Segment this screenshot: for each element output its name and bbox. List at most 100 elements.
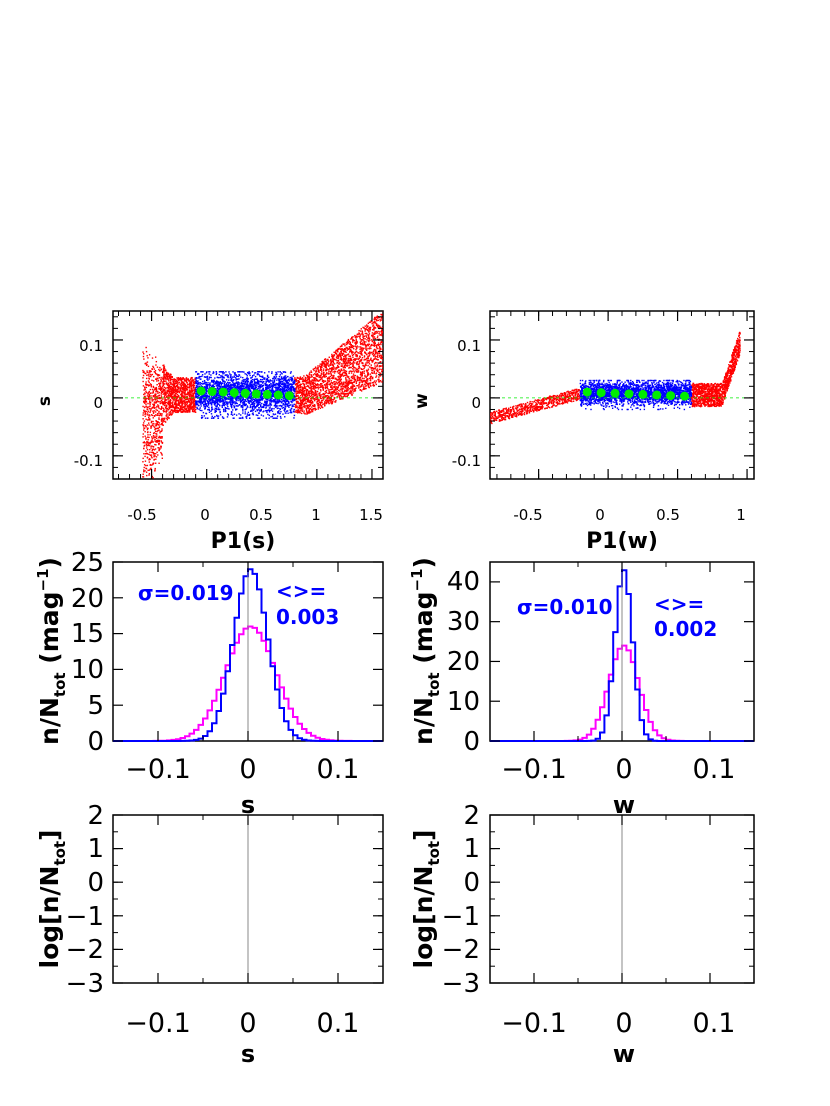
outlier-point [148, 381, 150, 384]
core-point [201, 402, 204, 404]
outlier-point [357, 385, 359, 387]
outlier-point [342, 366, 344, 369]
outlier-point [347, 389, 349, 392]
core-point [238, 383, 240, 385]
outlier-point [300, 389, 303, 392]
outlier-point [152, 410, 154, 412]
outlier-point [294, 383, 297, 385]
outlier-point [367, 374, 370, 376]
outlier-point [347, 348, 350, 350]
outlier-point [379, 365, 381, 367]
outlier-point [155, 378, 158, 381]
outlier-point [349, 358, 352, 361]
outlier-point [318, 399, 321, 401]
outlier-point [142, 377, 144, 379]
outlier-point [308, 396, 310, 399]
outlier-point [348, 357, 350, 360]
core-point [283, 388, 285, 391]
outlier-point [320, 363, 323, 366]
panel-frame [112, 310, 384, 480]
outlier-point [164, 406, 167, 409]
outlier-point [143, 402, 146, 404]
outlier-point [162, 401, 164, 403]
outlier-point [364, 352, 367, 355]
outlier-point [334, 351, 337, 353]
outlier-point [353, 381, 355, 383]
outlier-point [300, 406, 302, 408]
outlier-point [336, 362, 338, 364]
outlier-point [295, 406, 297, 409]
outlier-point [167, 415, 169, 417]
outlier-point [330, 382, 332, 384]
outlier-point [307, 381, 309, 384]
outlier-point [313, 383, 315, 385]
outlier-point [149, 402, 151, 404]
outlier-point [192, 401, 194, 404]
outlier-point [326, 373, 328, 375]
outlier-point [333, 363, 336, 365]
outlier-point [188, 384, 191, 386]
outlier-point [365, 380, 367, 382]
core-point [212, 372, 214, 375]
outlier-point [350, 388, 352, 390]
outlier-point [143, 370, 145, 373]
outlier-point [296, 377, 299, 379]
outlier-point [329, 378, 331, 380]
outlier-point [301, 403, 304, 405]
outlier-point [310, 409, 312, 411]
outlier-point [142, 412, 145, 414]
outlier-point [158, 447, 160, 449]
outlier-point [370, 366, 372, 369]
core-point [267, 385, 269, 387]
outlier-point [162, 418, 164, 420]
outlier-point [148, 354, 151, 356]
outlier-point [152, 432, 155, 435]
outlier-point [173, 382, 175, 384]
outlier-point [169, 405, 172, 408]
outlier-point [311, 381, 313, 383]
outlier-point [367, 344, 370, 347]
outlier-point [169, 399, 172, 402]
outlier-point [379, 348, 381, 351]
outlier-point [161, 400, 163, 403]
outlier-point [304, 406, 306, 409]
outlier-point [381, 381, 383, 383]
outlier-point [158, 417, 160, 419]
outlier-point [327, 363, 329, 365]
outlier-point [176, 390, 178, 393]
outlier-point [194, 380, 196, 383]
outlier-point [301, 393, 303, 396]
outlier-point [364, 365, 366, 367]
core-point [293, 414, 296, 417]
outlier-point [366, 344, 368, 346]
outlier-point [318, 384, 321, 386]
outlier-point [175, 403, 177, 405]
outlier-point [153, 410, 155, 412]
outlier-point [323, 394, 325, 396]
core-point [242, 403, 244, 406]
outlier-point [156, 366, 159, 368]
outlier-point [343, 368, 345, 371]
core-point [254, 385, 257, 387]
outlier-point [373, 328, 375, 330]
core-point [261, 397, 263, 399]
core-point [223, 402, 226, 404]
outlier-point [163, 408, 165, 411]
outlier-point [301, 402, 303, 404]
outlier-point [321, 384, 324, 387]
outlier-point [307, 378, 309, 381]
outlier-point [297, 408, 299, 410]
outlier-point [324, 390, 326, 393]
outlier-point [156, 435, 158, 437]
outlier-point [155, 387, 158, 390]
core-point [240, 389, 242, 391]
core-point [283, 378, 285, 380]
outlier-point [337, 356, 340, 358]
outlier-point [371, 376, 374, 379]
outlier-point [149, 410, 152, 412]
outlier-point [148, 378, 151, 380]
outlier-point [174, 402, 177, 405]
outlier-point [316, 393, 318, 395]
outlier-point [157, 404, 159, 406]
outlier-point [306, 395, 308, 397]
